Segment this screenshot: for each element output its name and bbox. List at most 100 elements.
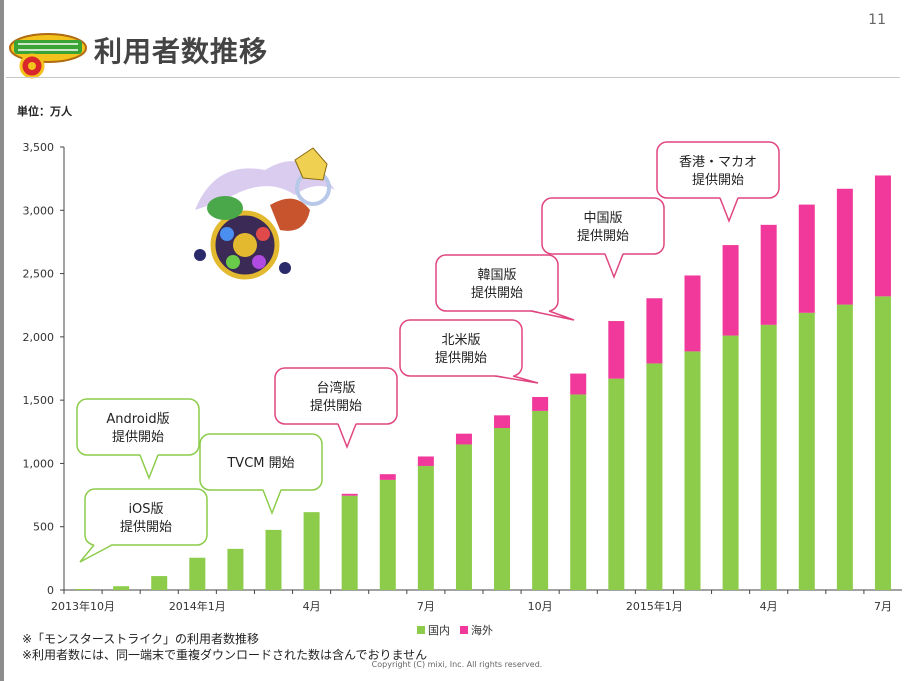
bar-domestic — [684, 351, 701, 590]
callout-box — [399, 319, 523, 377]
copyright: Copyright (C) mixi, Inc. All rights rese… — [371, 660, 543, 669]
bar-overseas — [417, 456, 434, 466]
callout-tail-fill — [263, 489, 281, 513]
bar-overseas — [341, 493, 358, 496]
footnote-2: ※利用者数には、同一端末で重複ダウンロードされた数は含んでおりません — [22, 648, 428, 662]
callout-box — [435, 254, 559, 312]
callout-label: 提供開始 — [692, 172, 744, 188]
bar-overseas — [798, 204, 815, 313]
callout-label: 北米版 — [441, 333, 480, 348]
callout-label: TVCM 開始 — [226, 456, 294, 471]
bar-domestic — [836, 304, 853, 590]
bar-domestic — [646, 363, 663, 590]
callout-tail — [719, 197, 739, 224]
bar-overseas — [455, 433, 472, 445]
callout-box — [76, 398, 200, 456]
title-divider — [6, 77, 900, 78]
bar-domestic — [341, 495, 358, 590]
bar-domestic — [189, 557, 206, 590]
callout-tail-fill — [338, 423, 356, 447]
bar-domestic — [608, 378, 625, 590]
callout-box — [199, 433, 323, 491]
callout-label: iOS版 — [128, 502, 163, 517]
x-tick-label: 4月 — [303, 600, 321, 613]
chart-bars — [75, 175, 891, 590]
bar-domestic — [417, 465, 434, 590]
game-logo-icon — [9, 33, 87, 79]
bar-domestic — [760, 324, 777, 590]
bar-domestic — [151, 576, 168, 590]
x-tick-label: 7月 — [874, 600, 892, 613]
bar-overseas — [570, 373, 587, 395]
bar-domestic — [265, 529, 282, 590]
legend-swatch-overseas — [460, 626, 468, 634]
callout: TVCM 開始 — [199, 433, 323, 516]
callout-tail — [494, 375, 539, 384]
bar-overseas — [379, 474, 396, 480]
legend-swatch-domestic — [417, 626, 425, 634]
y-tick-label: 1,500 — [23, 394, 55, 407]
callout-label: 提供開始 — [435, 350, 487, 366]
unit-label: 単位：万人 — [17, 105, 72, 118]
callout-tail-fill — [720, 197, 738, 221]
bar-overseas — [646, 298, 663, 364]
callout-label: 提供開始 — [120, 519, 172, 535]
bar-domestic — [379, 479, 396, 590]
bar-overseas — [760, 224, 777, 325]
y-tick-label: 3,500 — [23, 141, 55, 154]
callout-label: 中国版 — [583, 211, 622, 226]
bar-overseas — [722, 245, 739, 336]
x-tick-label: 2014年1月 — [169, 599, 226, 613]
x-tick-label: 2013年10月 — [51, 599, 115, 613]
x-tick-label: 7月 — [417, 600, 435, 613]
callout-label: 韓国版 — [477, 268, 516, 283]
callout-label: 台湾版 — [316, 380, 355, 396]
callout-box — [274, 367, 398, 425]
bar-domestic — [227, 548, 244, 590]
monster-mascot-icon — [194, 147, 335, 280]
bar-domestic — [113, 586, 130, 590]
bar-domestic — [570, 394, 587, 590]
x-tick-label: 10月 — [528, 600, 553, 613]
bar-domestic — [874, 296, 891, 590]
footnote-1: ※「モンスターストライク」の利用者数推移 — [22, 632, 259, 646]
y-tick-label: 500 — [33, 521, 54, 534]
callout-tail — [530, 310, 575, 321]
y-tick-label: 0 — [47, 584, 54, 597]
legend-label-domestic: 国内 — [428, 624, 450, 637]
callout-box — [656, 141, 780, 199]
bar-overseas — [494, 415, 511, 428]
callout-tail — [262, 489, 282, 516]
bar-overseas — [684, 275, 701, 352]
y-tick-label: 2,000 — [23, 331, 55, 344]
page-title: 利用者数推移 — [94, 35, 269, 68]
left-stripe — [0, 0, 4, 681]
callout-label: 提供開始 — [112, 429, 164, 445]
page-number: 11 — [868, 12, 886, 28]
bar-overseas — [874, 175, 891, 297]
y-tick-label: 1,000 — [23, 457, 55, 470]
legend-label-overseas: 海外 — [471, 624, 493, 637]
bar-overseas — [608, 321, 625, 379]
callout-tail-fill — [605, 253, 623, 277]
bar-domestic — [722, 335, 739, 590]
bar-overseas — [836, 188, 853, 305]
bar-domestic — [75, 588, 92, 590]
bar-domestic — [494, 427, 511, 590]
legend-item-domestic: 国内 — [417, 622, 450, 638]
callout-tail — [79, 544, 113, 563]
x-tick-label: 4月 — [760, 600, 778, 613]
bar-domestic — [532, 410, 549, 590]
bar-overseas — [532, 396, 549, 411]
callout-label: Android版 — [106, 412, 169, 427]
callout-label: 香港・マカオ — [679, 155, 757, 170]
legend-item-overseas: 海外 — [460, 622, 493, 638]
